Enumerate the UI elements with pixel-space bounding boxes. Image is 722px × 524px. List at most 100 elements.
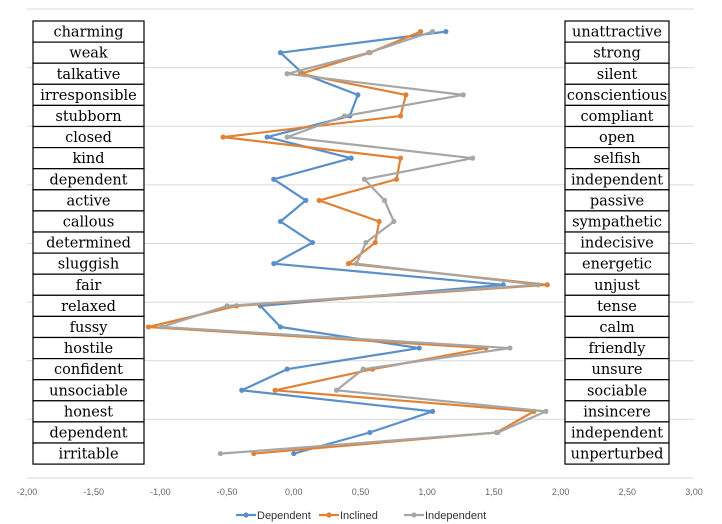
data-point-dependent xyxy=(355,92,361,98)
data-point-dependent xyxy=(303,197,309,203)
data-point-independent xyxy=(543,408,549,414)
data-point-independent xyxy=(469,155,476,161)
data-point-inclined xyxy=(417,28,424,35)
data-point-dependent xyxy=(443,28,449,35)
x-tick-label: -1,00 xyxy=(150,487,171,497)
series-layer xyxy=(145,28,550,457)
x-tick-label: 0,50 xyxy=(352,487,370,497)
x-tick-label: -2,00 xyxy=(17,487,38,497)
left-adjective-box xyxy=(32,442,145,465)
right-adjective-label: open xyxy=(599,130,635,146)
left-adjective-label: dependent xyxy=(49,172,127,188)
left-adjective-label: dependent xyxy=(49,425,127,441)
left-adjective-label: unsociable xyxy=(49,383,128,399)
x-tick-label: 1,50 xyxy=(485,487,503,497)
data-point-inclined xyxy=(393,176,400,182)
left-adjective-label: sluggish xyxy=(58,257,119,273)
data-point-dependent xyxy=(416,345,422,351)
left-adjective-label: callous xyxy=(63,214,115,230)
legend-label: Inclined xyxy=(340,510,378,522)
left-adjective-label: talkative xyxy=(57,67,121,83)
left-adjective-label: relaxed xyxy=(61,299,116,315)
legend-swatch-marker xyxy=(411,512,417,518)
left-adjective-label: fair xyxy=(76,278,102,294)
right-adjective-box xyxy=(564,442,670,465)
right-adjective-label: compliant xyxy=(581,109,654,125)
right-adjective-label: strong xyxy=(593,46,641,62)
x-tick-label: 3,00 xyxy=(685,487,703,497)
data-point-inclined xyxy=(397,155,404,161)
x-axis: -2,00 -1,50 -1,00 -0,50 0,00 0,50 1,00 1,50 2,00… xyxy=(17,487,703,497)
legend-swatch-marker xyxy=(243,512,249,518)
data-point-inclined xyxy=(403,92,409,98)
data-point-independent xyxy=(353,261,360,267)
data-point-dependent xyxy=(277,50,284,56)
legend-label: Independent xyxy=(425,510,486,522)
right-adjective-label: calm xyxy=(599,320,634,336)
x-tick-label: 2,50 xyxy=(619,487,637,497)
right-adjective-label: indecisive xyxy=(580,236,653,252)
data-point-independent xyxy=(381,197,388,203)
right-adjective-label: unattractive xyxy=(572,25,662,41)
data-point-independent xyxy=(495,429,501,436)
data-point-dependent xyxy=(277,324,284,330)
data-point-inclined xyxy=(345,261,352,267)
data-point-inclined xyxy=(372,239,378,246)
right-adjective-label: selfish xyxy=(593,151,640,167)
left-adjective-label: irritable xyxy=(58,447,118,463)
right-adjective-label: conscientious xyxy=(567,88,667,104)
data-point-inclined xyxy=(272,387,278,393)
left-adjective-label: determined xyxy=(46,236,131,252)
data-point-dependent xyxy=(348,155,354,161)
data-point-dependent xyxy=(291,450,297,457)
data-point-independent xyxy=(333,387,340,393)
right-adjective-label: passive xyxy=(590,193,644,209)
right-adjective-label: energetic xyxy=(582,257,652,273)
adjective-boxes: charming weak talkative irresponsible stubbo… xyxy=(32,20,670,465)
right-adjective-label: unperturbed xyxy=(571,447,664,463)
left-adjective-label: stubborn xyxy=(55,109,121,125)
data-point-dependent xyxy=(429,408,436,414)
x-tick-label: 0,00 xyxy=(285,487,303,497)
data-point-dependent xyxy=(271,261,277,267)
data-point-inclined xyxy=(397,113,404,119)
right-adjective-label: independent xyxy=(571,172,663,188)
right-adjective-label: sympathetic xyxy=(572,214,662,230)
data-point-independent xyxy=(507,345,513,351)
x-tick-label: 2,00 xyxy=(552,487,570,497)
legend: Dependent Inclined Independent xyxy=(236,510,486,522)
data-point-dependent xyxy=(277,218,284,225)
left-adjective-label: hostile xyxy=(64,341,113,357)
x-tick-label: 1,00 xyxy=(418,487,436,497)
data-point-dependent xyxy=(309,239,316,246)
data-point-independent xyxy=(341,113,348,119)
data-point-independent xyxy=(224,303,230,309)
data-point-independent xyxy=(360,366,366,372)
left-adjective-label: kind xyxy=(72,151,104,167)
data-point-inclined xyxy=(220,134,226,140)
right-adjective-label: independent xyxy=(571,425,663,441)
series-line-independent xyxy=(160,30,548,455)
legend-swatch-marker xyxy=(326,512,332,518)
left-adjective-label: closed xyxy=(65,130,112,146)
series-line-inclined xyxy=(147,30,549,455)
data-point-independent xyxy=(460,92,466,98)
data-point-inclined xyxy=(544,282,550,288)
data-point-inclined xyxy=(376,218,382,225)
data-point-independent xyxy=(429,28,436,35)
data-point-inclined xyxy=(316,197,322,203)
x-tick-label: -0,50 xyxy=(217,487,238,497)
right-adjective-label: friendly xyxy=(589,341,647,357)
right-adjective-label: insincere xyxy=(583,404,651,420)
data-point-dependent xyxy=(284,366,290,372)
left-adjective-label: irresponsible xyxy=(40,88,136,104)
data-point-dependent xyxy=(271,176,277,182)
data-point-dependent xyxy=(239,387,245,393)
data-point-independent xyxy=(284,134,290,140)
right-adjective-label: tense xyxy=(597,299,637,315)
data-point-independent xyxy=(365,50,372,56)
right-adjective-label: sociable xyxy=(587,383,647,399)
right-adjective-label: silent xyxy=(597,67,638,83)
left-adjective-label: confident xyxy=(54,362,123,378)
